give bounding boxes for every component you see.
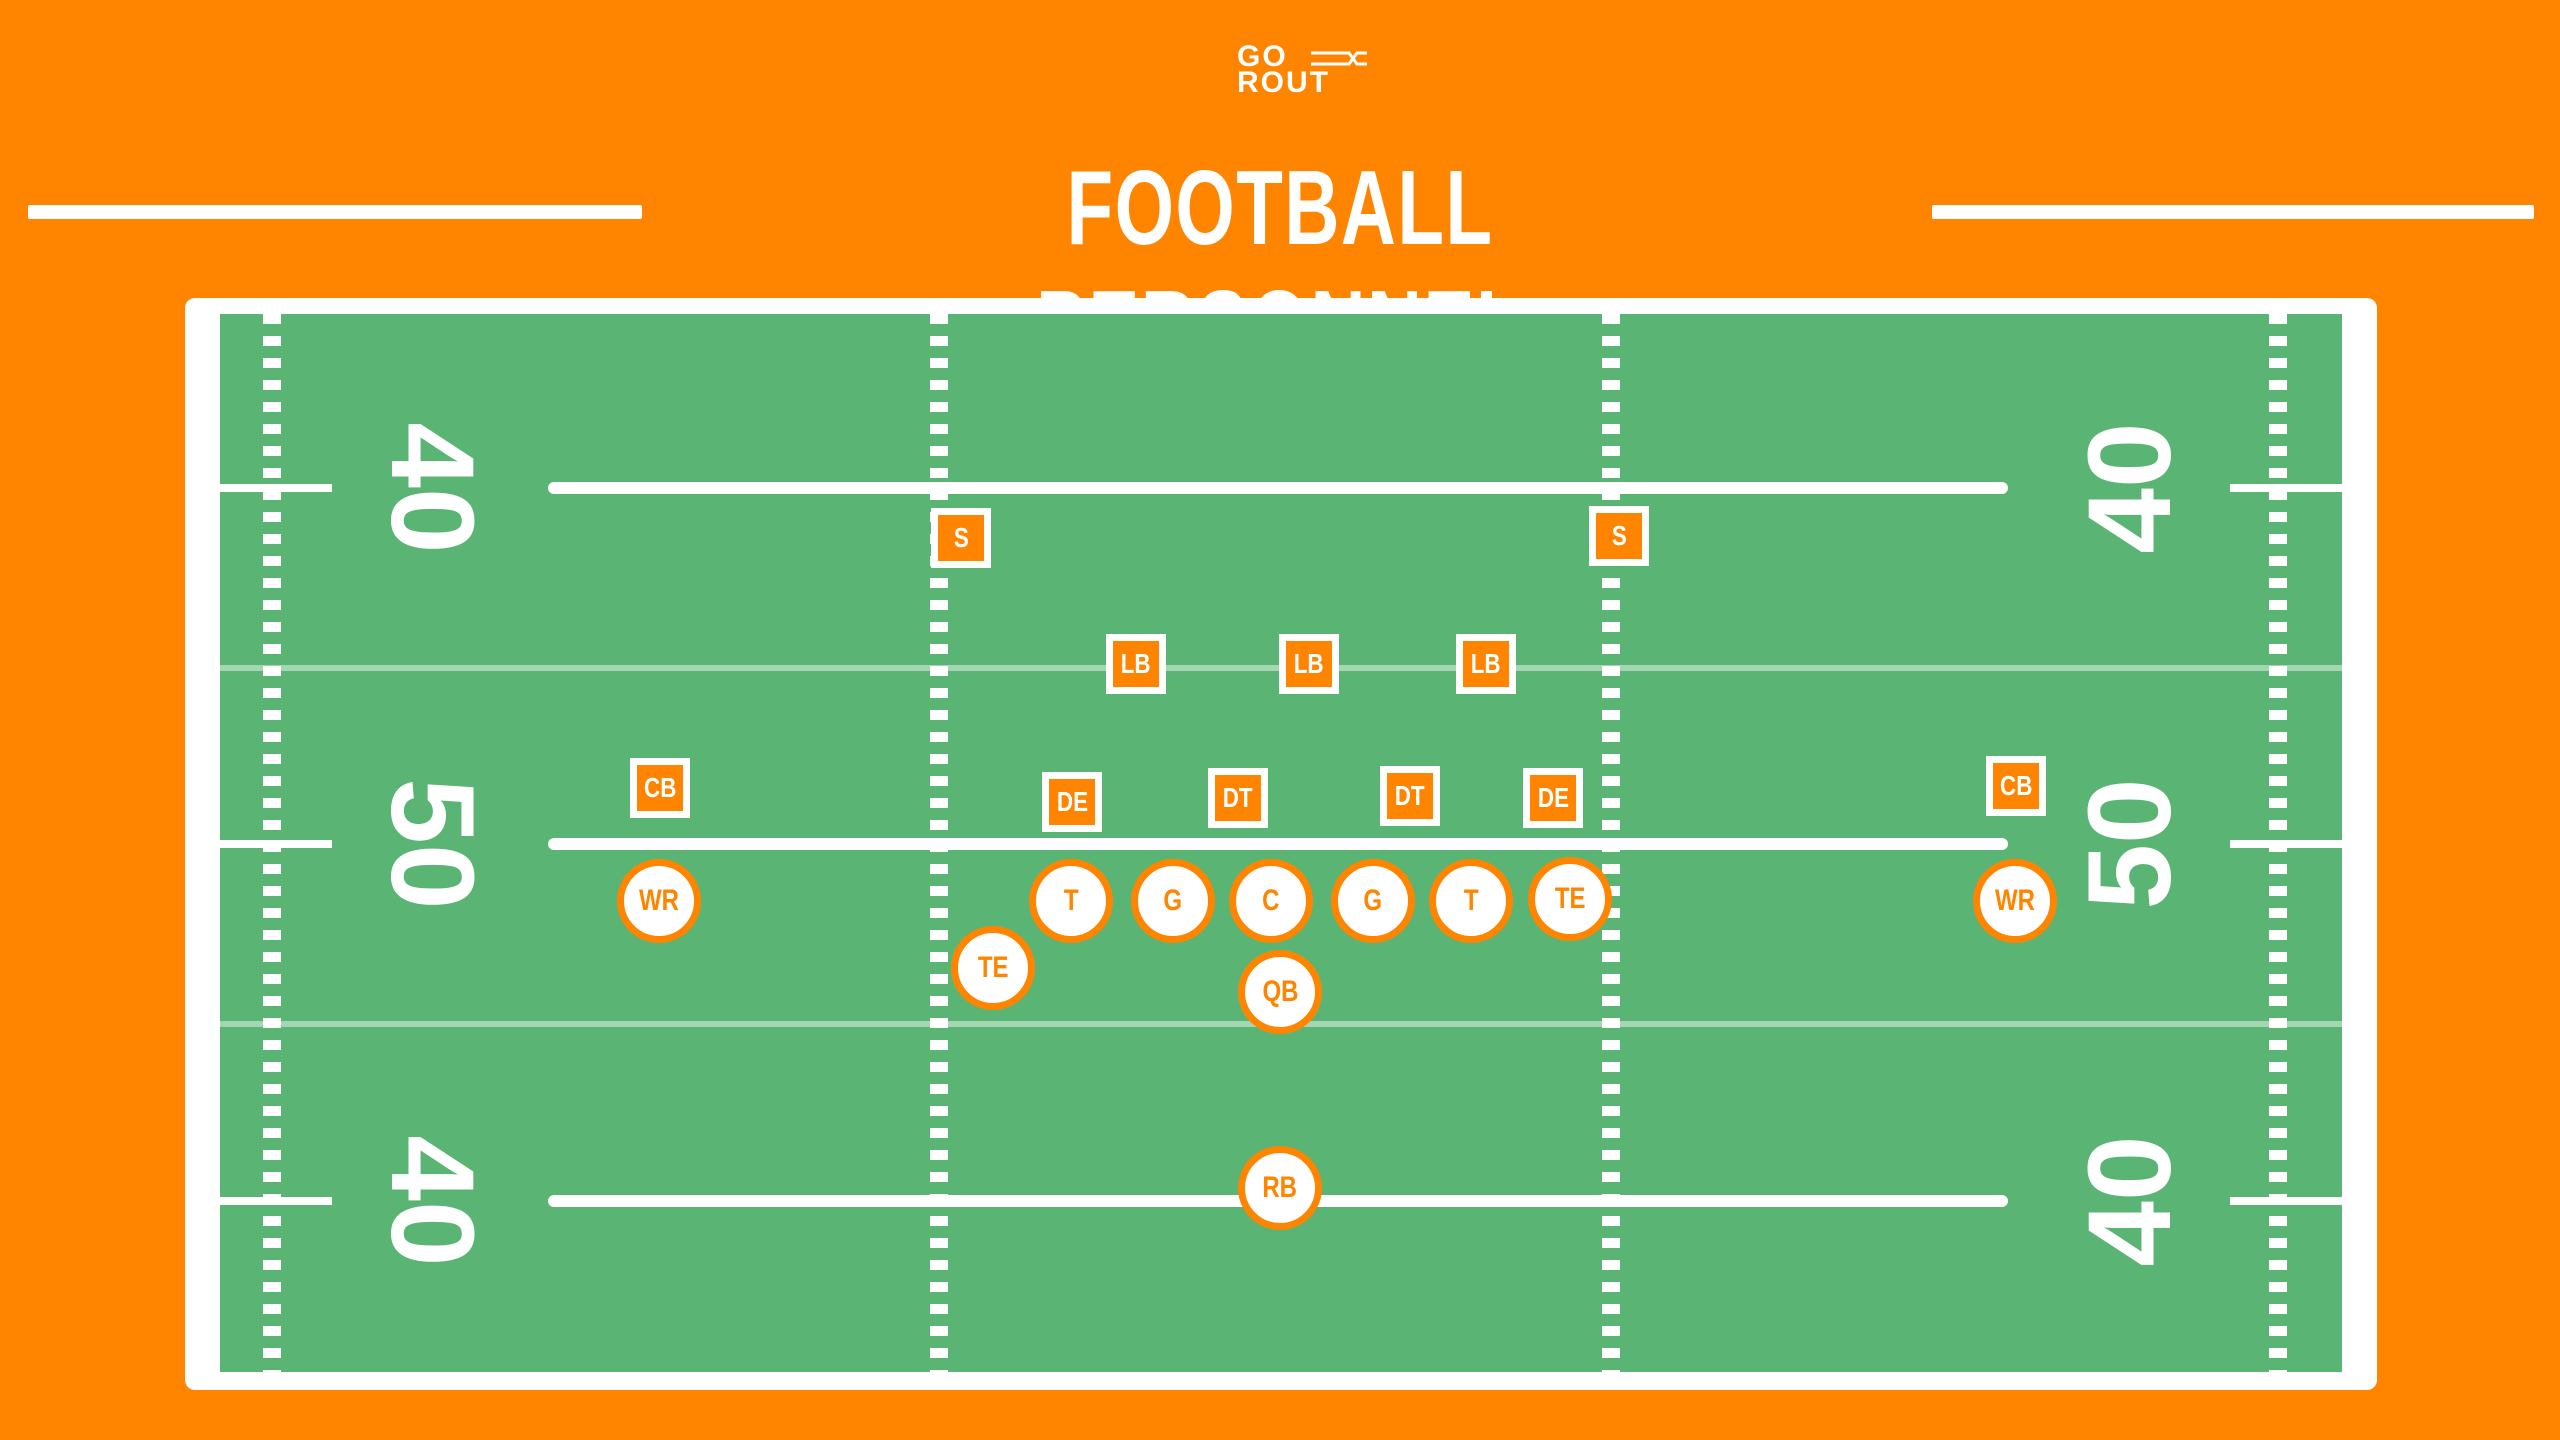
route-arrows-icon bbox=[1311, 51, 1367, 66]
defender-linebacker: LB bbox=[1456, 634, 1516, 694]
offense-tackle: T bbox=[1429, 859, 1513, 943]
offense-tight-end: TE bbox=[951, 926, 1035, 1010]
title-rule-left bbox=[28, 205, 642, 219]
player-label: C bbox=[1262, 884, 1280, 917]
offense-tackle: T bbox=[1029, 859, 1113, 943]
player-label: DE bbox=[1056, 786, 1088, 817]
defender-tackle: DT bbox=[1380, 766, 1440, 826]
football-field: 40 50 40 40 50 40 S S LB LB LB CB DE DT … bbox=[220, 314, 2342, 1372]
player-label: DT bbox=[1223, 782, 1253, 813]
offense-wide-receiver: WR bbox=[1973, 859, 2057, 943]
player-label: LB bbox=[1121, 648, 1151, 679]
player-label: RB bbox=[1262, 1171, 1298, 1204]
player-label: WR bbox=[638, 884, 679, 917]
player-label: WR bbox=[1994, 884, 2035, 917]
defender-end: DE bbox=[1523, 768, 1583, 828]
player-label: S bbox=[1611, 520, 1627, 551]
logo-line-2: ROUT bbox=[1237, 66, 1330, 99]
defender-safety: S bbox=[1589, 506, 1649, 566]
yard-number-left-middle: 50 bbox=[366, 778, 498, 909]
title-rule-right bbox=[1932, 205, 2534, 219]
yard-number-right-bottom: 40 bbox=[2064, 1135, 2196, 1266]
offense-wide-receiver: WR bbox=[617, 859, 701, 943]
logo-line-1: GO bbox=[1237, 40, 1288, 73]
player-label: S bbox=[953, 522, 969, 553]
defender-cornerback: CB bbox=[630, 758, 690, 818]
defender-cornerback: CB bbox=[1986, 756, 2046, 816]
offense-running-back: RB bbox=[1238, 1146, 1322, 1230]
player-label: DE bbox=[1537, 782, 1569, 813]
player-label: G bbox=[1163, 884, 1183, 917]
defender-safety: S bbox=[931, 508, 991, 568]
offense-guard: G bbox=[1331, 859, 1415, 943]
player-label: DT bbox=[1395, 780, 1425, 811]
player-label: QB bbox=[1262, 975, 1298, 1008]
offense-quarterback: QB bbox=[1238, 950, 1322, 1034]
yard-number-right-middle: 50 bbox=[2064, 778, 2196, 909]
defender-tackle: DT bbox=[1208, 768, 1268, 828]
offense-center: C bbox=[1229, 859, 1313, 943]
player-label: T bbox=[1063, 884, 1079, 917]
player-label: TE bbox=[1554, 882, 1586, 915]
yard-number-left-bottom: 40 bbox=[366, 1135, 498, 1266]
yard-number-right-top: 40 bbox=[2064, 422, 2196, 553]
player-label: CB bbox=[1999, 770, 2033, 801]
defender-linebacker: LB bbox=[1279, 634, 1339, 694]
offense-guard: G bbox=[1131, 859, 1215, 943]
defender-end: DE bbox=[1042, 772, 1102, 832]
defender-linebacker: LB bbox=[1106, 634, 1166, 694]
player-label: LB bbox=[1471, 648, 1501, 679]
player-label: T bbox=[1463, 884, 1479, 917]
offense-tight-end: TE bbox=[1528, 857, 1612, 941]
gorout-logo: GO ROUT bbox=[1237, 40, 1377, 100]
player-label: LB bbox=[1294, 648, 1324, 679]
player-label: TE bbox=[977, 951, 1009, 984]
yard-number-left-top: 40 bbox=[366, 422, 498, 553]
page-title: FOOTBALL PERSONNEL GROUPINGS bbox=[1036, 149, 1522, 507]
player-label: CB bbox=[643, 772, 677, 803]
player-label: G bbox=[1363, 884, 1383, 917]
